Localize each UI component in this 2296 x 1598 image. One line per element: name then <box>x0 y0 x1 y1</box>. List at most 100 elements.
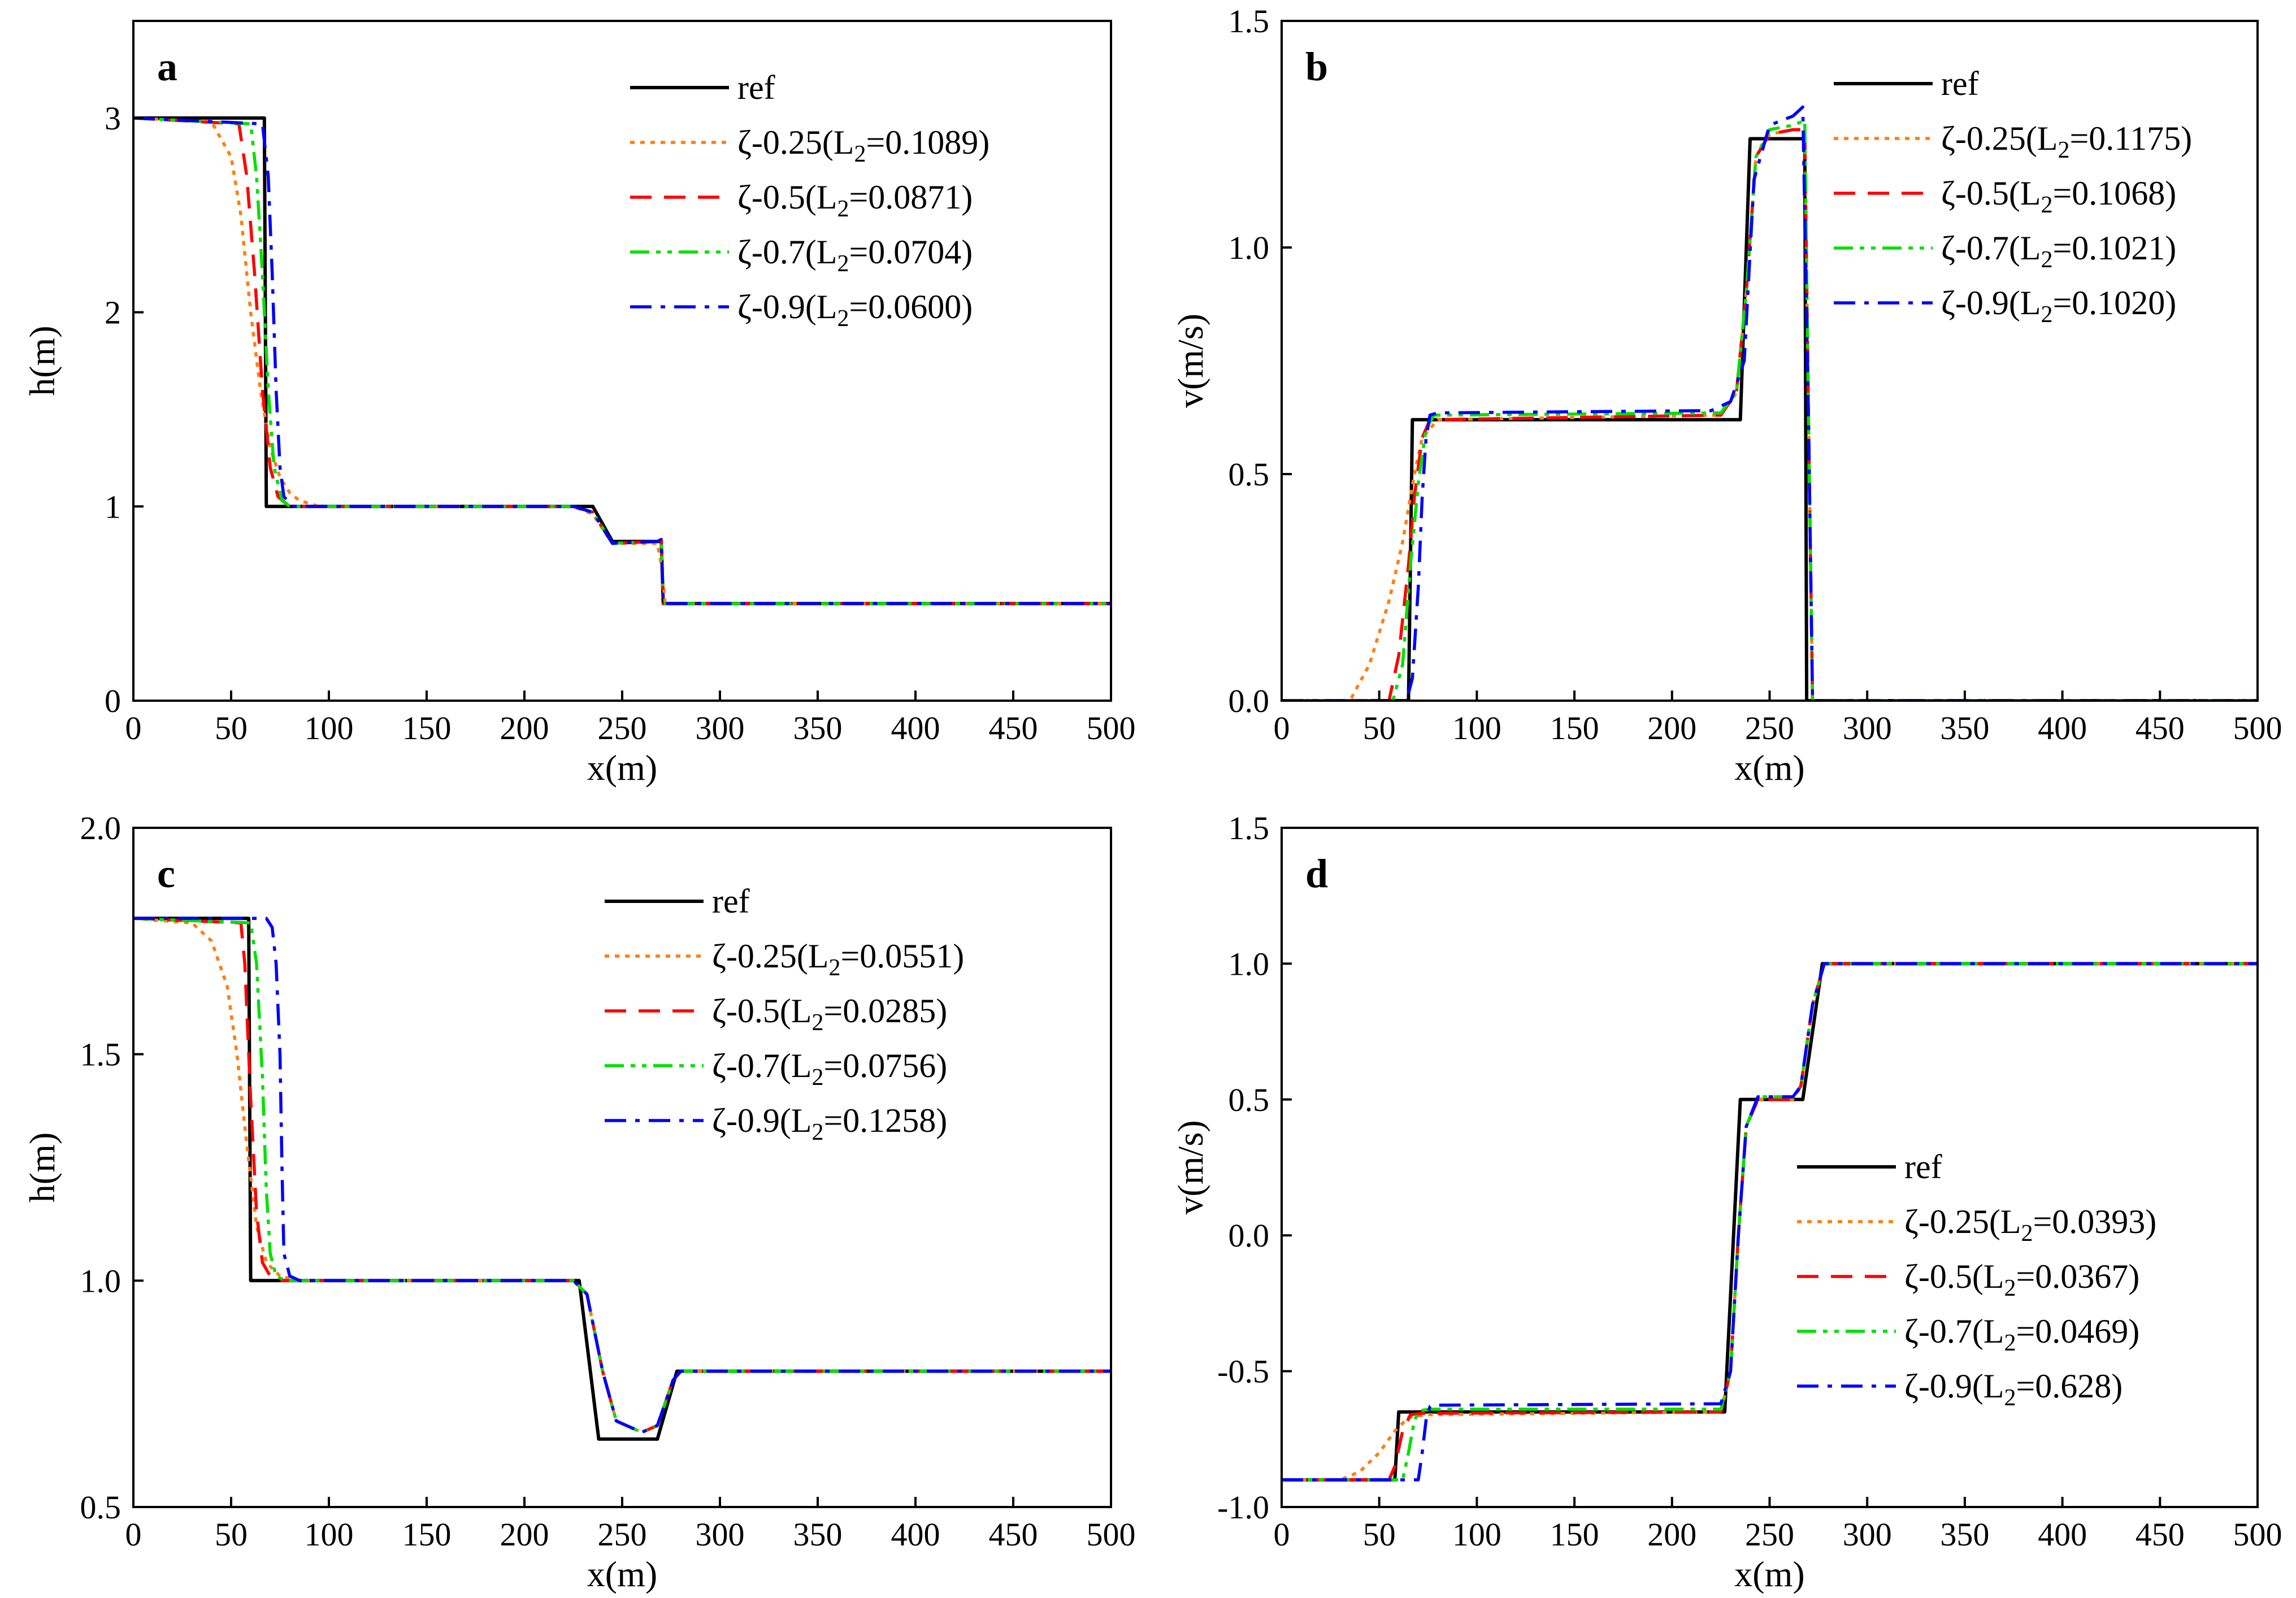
panel-d: 0 50 100 150 200 250 300 350 400 450 500 -1.0 -0.5 0.… <box>1170 810 2282 1594</box>
legend: ref ζ-0.25(L2=0.0551) ζ-0.5(L2=0.0285) ζ-0.… <box>605 883 964 1145</box>
series-line-z09 <box>1282 105 2258 701</box>
x-axis-label: x(m) <box>587 748 657 788</box>
x-tick-label: 450 <box>989 710 1038 746</box>
y-tick-label: 1.5 <box>1229 3 1270 40</box>
y-tick-label: 0.5 <box>1229 456 1270 493</box>
legend-entry: ref <box>712 883 750 920</box>
series-line-ref <box>1282 137 2258 701</box>
x-tick-label: 300 <box>696 710 745 746</box>
legend-entry: ζ-0.5(L2=0.0367) <box>1904 1258 2139 1301</box>
plot-frame <box>132 827 1112 1508</box>
legend-entry: ζ-0.7(L2=0.0704) <box>737 233 973 277</box>
series-line-z07 <box>133 917 1111 1434</box>
x-tick-label: 150 <box>1550 710 1599 746</box>
plot-frame <box>132 20 1112 702</box>
x-axis-label: x(m) <box>1734 748 1804 788</box>
legend-entry: ζ-0.9(L2=0.1020) <box>1941 284 2176 328</box>
y-tick-label: -0.5 <box>1217 1353 1269 1390</box>
x-tick-label: 350 <box>793 1516 843 1553</box>
legend-entry: ref <box>1941 65 1979 102</box>
y-tick-label: 0.0 <box>1229 683 1270 719</box>
series-line-z05 <box>133 917 1111 1434</box>
y-tick-label: 0.5 <box>1229 1082 1270 1118</box>
legend-entry: ζ-0.25(L2=0.0551) <box>712 937 964 981</box>
y-tick-label: 1.0 <box>1229 945 1270 982</box>
series-line-z09 <box>133 116 1111 605</box>
panel-b: 0 50 100 150 200 250 300 350 400 450 500 0.0 0.5 1.0 1… <box>1170 3 2282 788</box>
x-axis-label: x(m) <box>1734 1554 1804 1594</box>
x-tick-label: 150 <box>402 710 452 746</box>
x-tick-label: 500 <box>2233 710 2282 746</box>
series-line-z09 <box>133 917 1111 1434</box>
y-tick-label: 1 <box>105 488 121 525</box>
series-line-z07 <box>133 116 1111 605</box>
x-tick-label: 250 <box>598 710 647 746</box>
y-tick-label: 2 <box>105 294 121 331</box>
x-tick-label: 300 <box>1843 1516 1892 1553</box>
y-tick-label: 0.5 <box>80 1489 121 1526</box>
legend-entry: ζ-0.25(L2=0.1089) <box>737 124 989 167</box>
x-tick-label: 500 <box>1087 710 1136 746</box>
x-tick-label: 450 <box>989 1516 1038 1553</box>
x-tick-label: 0 <box>125 1516 142 1553</box>
y-tick-label: 1.5 <box>80 1036 121 1073</box>
y-tick-label: 1.0 <box>80 1262 121 1299</box>
panel-label: d <box>1305 851 1328 896</box>
y-tick-label: 1.0 <box>1229 229 1270 266</box>
x-tick-label: 150 <box>1550 1516 1599 1553</box>
legend-entry: ζ-0.5(L2=0.0871) <box>737 179 973 222</box>
x-tick-label: 100 <box>305 710 354 746</box>
x-axis-label: x(m) <box>587 1554 657 1594</box>
x-tick-label: 200 <box>500 710 549 746</box>
legend-entry: ζ-0.5(L2=0.0285) <box>712 992 947 1036</box>
legend-entry: ref <box>737 69 775 106</box>
x-tick-label: 150 <box>402 1516 452 1553</box>
x-tick-label: 250 <box>1745 1516 1794 1553</box>
series-line-ref <box>133 917 1111 1441</box>
x-tick-label: 0 <box>1274 1516 1290 1553</box>
series-group <box>133 116 1111 606</box>
series-group <box>1282 962 2258 1482</box>
x-tick-label: 50 <box>1363 710 1396 746</box>
legend-entry: ζ-0.25(L2=0.1175) <box>1941 120 2192 163</box>
x-tick-label: 350 <box>1940 710 1989 746</box>
panel-label: c <box>157 851 175 896</box>
legend-entry: ζ-0.7(L2=0.1021) <box>1941 229 2176 273</box>
x-tick-label: 100 <box>1452 710 1501 746</box>
x-tick-label: 0 <box>125 710 142 746</box>
x-tick-label: 200 <box>500 1516 549 1553</box>
x-tick-label: 50 <box>1363 1516 1396 1553</box>
panel-label: b <box>1305 44 1328 89</box>
legend-entry: ref <box>1904 1148 1942 1186</box>
x-tick-label: 450 <box>2136 710 2185 746</box>
x-tick-label: 250 <box>598 1516 647 1553</box>
x-tick-label: 200 <box>1647 710 1696 746</box>
x-tick-label: 400 <box>891 710 940 746</box>
y-axis-label: h(m) <box>22 1132 62 1202</box>
legend: ref ζ-0.25(L2=0.0393) ζ-0.5(L2=0.0367) ζ-0.… <box>1797 1148 2156 1411</box>
x-tick-label: 500 <box>1087 1516 1136 1553</box>
y-tick-label: 0 <box>105 683 121 719</box>
series-line-z05 <box>1282 128 2258 701</box>
series-group <box>1282 105 2258 701</box>
y-axis-label: h(m) <box>22 325 62 396</box>
x-tick-label: 300 <box>1843 710 1892 746</box>
series-line-z025 <box>133 917 1111 1434</box>
x-tick-label: 0 <box>1274 710 1290 746</box>
x-tick-label: 250 <box>1745 710 1794 746</box>
legend-entry: ζ-0.9(L2=0.1258) <box>712 1102 947 1145</box>
x-tick-label: 50 <box>215 1516 248 1553</box>
x-tick-label: 200 <box>1647 1516 1696 1553</box>
legend-entry: ζ-0.5(L2=0.1068) <box>1941 175 2176 218</box>
series-line-z09 <box>1282 962 2258 1482</box>
panel-a: 0 50 100 150 200 250 300 350 400 450 500 0 1 2 3 x(m) h(… <box>22 20 1136 788</box>
series-group <box>133 917 1111 1441</box>
series-line-z025 <box>1282 128 2258 701</box>
legend-entry: ζ-0.7(L2=0.0469) <box>1904 1313 2139 1356</box>
legend: ref ζ-0.25(L2=0.1175) ζ-0.5(L2=0.1068) ζ-0.… <box>1834 65 2192 328</box>
x-tick-label: 100 <box>1452 1516 1501 1553</box>
legend-entry: ζ-0.25(L2=0.0393) <box>1904 1203 2156 1247</box>
x-tick-label: 350 <box>793 710 843 746</box>
y-axis-label: v(m/s) <box>1170 1120 1210 1214</box>
